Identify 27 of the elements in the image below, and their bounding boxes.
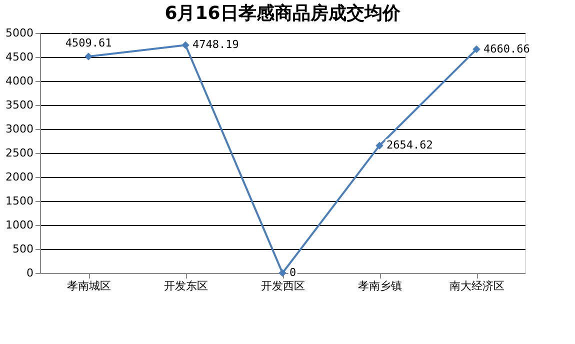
chart-title: 6月16日孝感商品房成交均价 bbox=[164, 3, 402, 24]
y-tick-label: 2500 bbox=[6, 146, 34, 160]
y-tick-label: 0 bbox=[26, 266, 34, 280]
data-label: 4748.19 bbox=[192, 38, 239, 52]
y-tick-label: 3000 bbox=[6, 122, 34, 136]
data-label: 4660.66 bbox=[484, 42, 530, 56]
y-tick-label: 1000 bbox=[6, 218, 34, 232]
x-tick-label: 开发西区 bbox=[261, 280, 305, 292]
point bbox=[84, 52, 92, 60]
point bbox=[376, 142, 384, 150]
point bbox=[182, 41, 190, 49]
x-tick-label: 孝南城区 bbox=[67, 280, 111, 292]
data-label: 2654.62 bbox=[386, 138, 433, 152]
x-tick-label: 开发东区 bbox=[164, 280, 208, 292]
x-tick-label: 南大经济区 bbox=[450, 280, 504, 292]
y-tick-label: 4000 bbox=[6, 74, 34, 88]
y-tick-label: 500 bbox=[12, 242, 34, 256]
point bbox=[472, 45, 480, 54]
data-label: 0 bbox=[290, 266, 296, 279]
y-tick-label: 2000 bbox=[6, 170, 34, 184]
y-tick-label: 4500 bbox=[6, 50, 34, 64]
y-tick-label: 5000 bbox=[6, 26, 34, 40]
x-tick-label: 孝南乡镇 bbox=[358, 280, 402, 292]
y-tick-label: 3500 bbox=[6, 98, 34, 112]
data-label: 4509.61 bbox=[65, 36, 112, 50]
y-tick-label: 1500 bbox=[6, 194, 34, 208]
point bbox=[278, 269, 286, 277]
